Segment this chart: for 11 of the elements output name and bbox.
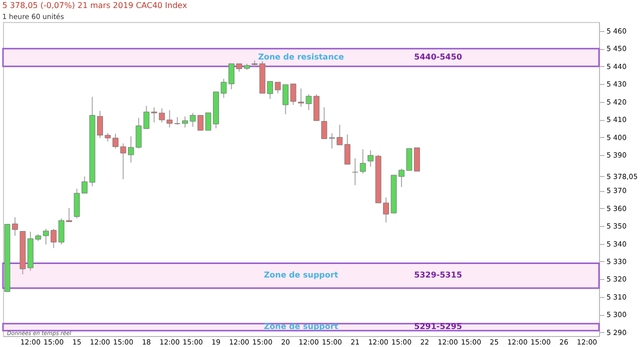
annotation: 5329-5315 (414, 270, 462, 280)
candlestick (344, 134, 350, 165)
chart-title: 5 378,05 (-0,07%) 21 mars 2019 CAC40 Index (2, 1, 188, 10)
candlestick (368, 150, 374, 168)
candlestick (321, 106, 328, 140)
candlestick (360, 148, 366, 174)
annotation: 5291-5295 (414, 322, 462, 332)
band-label: Zone de support (264, 322, 338, 332)
band-label: Zone de resistance (258, 52, 344, 62)
annotation: 5440-5450 (414, 52, 462, 62)
band-label: Zone de support (264, 270, 338, 280)
